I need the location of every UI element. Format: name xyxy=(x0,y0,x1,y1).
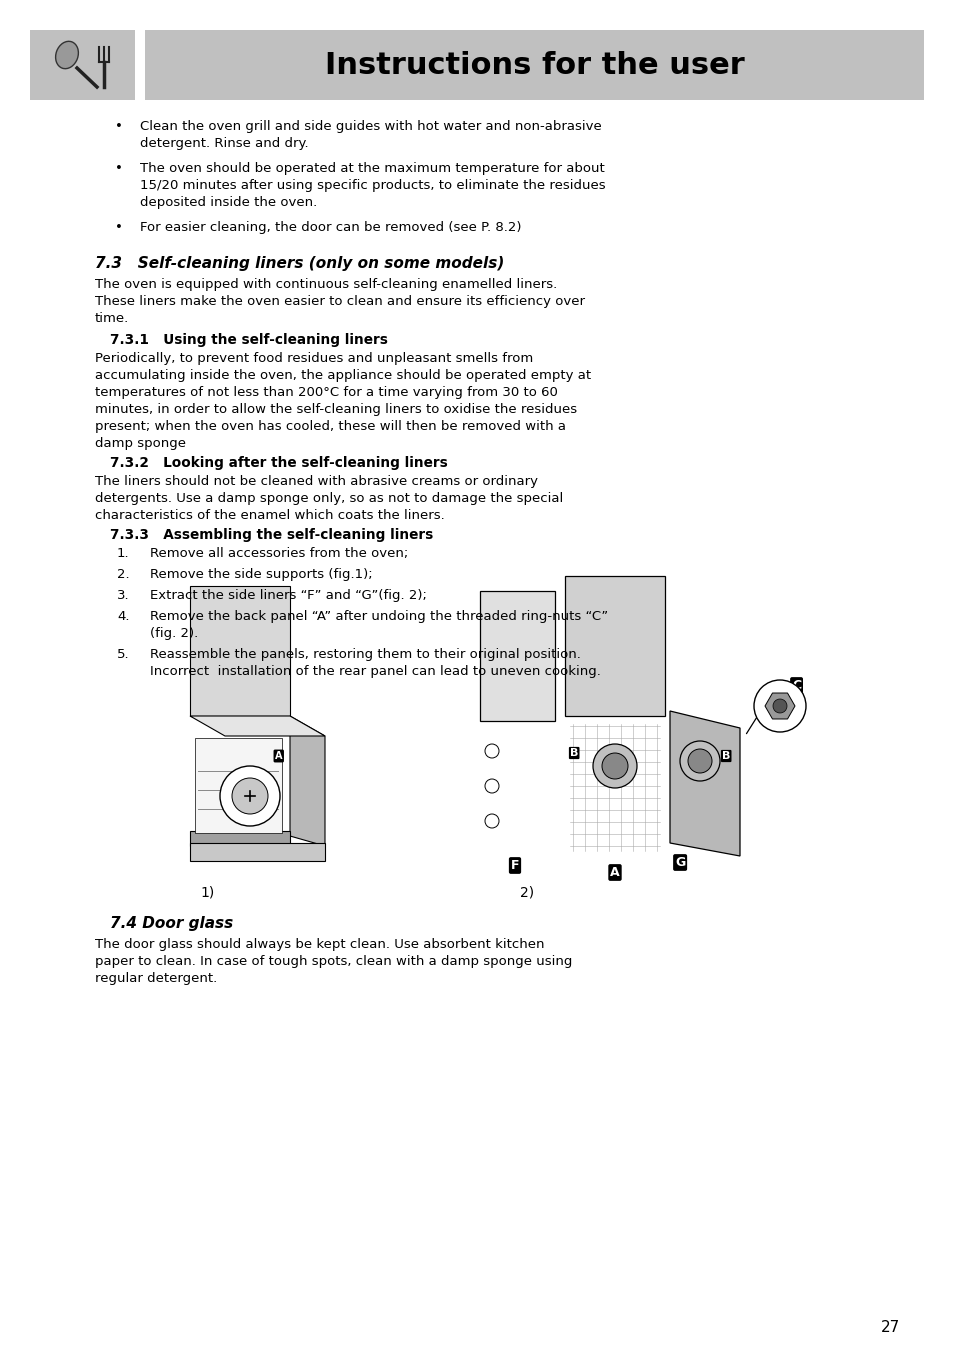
Text: time.: time. xyxy=(95,312,129,324)
Text: F: F xyxy=(510,859,518,872)
Text: A: A xyxy=(274,750,282,761)
Text: The oven is equipped with continuous self-cleaning enamelled liners.: The oven is equipped with continuous sel… xyxy=(95,279,557,291)
Text: For easier cleaning, the door can be removed (see P. 8.2): For easier cleaning, the door can be rem… xyxy=(140,220,521,234)
Text: regular detergent.: regular detergent. xyxy=(95,972,217,986)
Polygon shape xyxy=(190,717,325,735)
Text: characteristics of the enamel which coats the liners.: characteristics of the enamel which coat… xyxy=(95,508,444,522)
Text: G: G xyxy=(675,856,684,869)
Circle shape xyxy=(601,753,627,779)
Text: 1): 1) xyxy=(200,886,214,900)
Bar xyxy=(190,844,325,861)
Circle shape xyxy=(593,744,637,788)
Text: The liners should not be cleaned with abrasive creams or ordinary: The liners should not be cleaned with ab… xyxy=(95,475,537,488)
Text: G: G xyxy=(675,856,684,869)
Text: A: A xyxy=(610,867,619,879)
Text: temperatures of not less than 200°C for a time varying from 30 to 60: temperatures of not less than 200°C for … xyxy=(95,387,558,399)
Text: accumulating inside the oven, the appliance should be operated empty at: accumulating inside the oven, the applia… xyxy=(95,369,591,383)
Text: The oven should be operated at the maximum temperature for about: The oven should be operated at the maxim… xyxy=(140,162,604,174)
Text: 7.3   Self-cleaning liners (only on some models): 7.3 Self-cleaning liners (only on some m… xyxy=(95,256,504,270)
Bar xyxy=(479,591,555,721)
Polygon shape xyxy=(290,717,325,846)
Polygon shape xyxy=(669,711,740,856)
Circle shape xyxy=(232,777,268,814)
Text: •: • xyxy=(115,220,123,234)
Text: present; when the oven has cooled, these will then be removed with a: present; when the oven has cooled, these… xyxy=(95,420,565,433)
Bar xyxy=(190,831,290,846)
Text: F: F xyxy=(510,859,518,872)
Text: 27: 27 xyxy=(880,1320,899,1334)
Text: Reassemble the panels, restoring them to their original position.: Reassemble the panels, restoring them to… xyxy=(150,648,580,661)
Text: B: B xyxy=(569,748,578,758)
Text: Instructions for the user: Instructions for the user xyxy=(324,50,743,80)
Text: •: • xyxy=(115,120,123,132)
Text: minutes, in order to allow the self-cleaning liners to oxidise the residues: minutes, in order to allow the self-clea… xyxy=(95,403,577,416)
Bar xyxy=(564,576,664,717)
Text: 1.: 1. xyxy=(117,548,130,560)
Text: 7.3.1   Using the self-cleaning liners: 7.3.1 Using the self-cleaning liners xyxy=(110,333,388,347)
Text: damp sponge: damp sponge xyxy=(95,437,186,450)
Text: Clean the oven grill and side guides with hot water and non-abrasive: Clean the oven grill and side guides wit… xyxy=(140,120,601,132)
Text: •: • xyxy=(115,162,123,174)
Circle shape xyxy=(484,779,498,794)
Text: Incorrect  installation of the rear panel can lead to uneven cooking.: Incorrect installation of the rear panel… xyxy=(150,665,600,677)
Circle shape xyxy=(753,680,805,731)
Circle shape xyxy=(772,699,786,713)
Text: 7.4 Door glass: 7.4 Door glass xyxy=(110,917,233,932)
Text: The door glass should always be kept clean. Use absorbent kitchen: The door glass should always be kept cle… xyxy=(95,938,544,950)
Text: C: C xyxy=(791,679,801,692)
Text: B: B xyxy=(721,750,730,761)
Text: A: A xyxy=(610,867,619,879)
Text: 5.: 5. xyxy=(117,648,130,661)
Polygon shape xyxy=(194,738,282,833)
Polygon shape xyxy=(764,694,794,719)
Text: Extract the side liners “F” and “G”(fig. 2);: Extract the side liners “F” and “G”(fig.… xyxy=(150,589,426,602)
Circle shape xyxy=(220,767,280,826)
Text: Remove all accessories from the oven;: Remove all accessories from the oven; xyxy=(150,548,408,560)
Text: Remove the side supports (fig.1);: Remove the side supports (fig.1); xyxy=(150,568,373,581)
Circle shape xyxy=(687,749,711,773)
Text: Periodically, to prevent food residues and unpleasant smells from: Periodically, to prevent food residues a… xyxy=(95,352,533,365)
Text: detergent. Rinse and dry.: detergent. Rinse and dry. xyxy=(140,137,309,150)
Circle shape xyxy=(484,744,498,758)
Text: These liners make the oven easier to clean and ensure its efficiency over: These liners make the oven easier to cle… xyxy=(95,295,584,308)
Text: A: A xyxy=(274,750,282,761)
Bar xyxy=(145,30,923,100)
Bar xyxy=(190,585,290,717)
Text: paper to clean. In case of tough spots, clean with a damp sponge using: paper to clean. In case of tough spots, … xyxy=(95,955,572,968)
Circle shape xyxy=(679,741,720,781)
Text: 15/20 minutes after using specific products, to eliminate the residues: 15/20 minutes after using specific produ… xyxy=(140,178,605,192)
Text: 4.: 4. xyxy=(117,610,130,623)
Text: (fig. 2).: (fig. 2). xyxy=(150,627,198,639)
Text: 7.3.3   Assembling the self-cleaning liners: 7.3.3 Assembling the self-cleaning liner… xyxy=(110,529,433,542)
Text: 3.: 3. xyxy=(117,589,130,602)
Text: Remove the back panel “A” after undoing the threaded ring-nuts “C”: Remove the back panel “A” after undoing … xyxy=(150,610,608,623)
Text: 2): 2) xyxy=(519,886,534,900)
Text: 7.3.2   Looking after the self-cleaning liners: 7.3.2 Looking after the self-cleaning li… xyxy=(110,456,447,470)
Circle shape xyxy=(484,814,498,827)
Ellipse shape xyxy=(55,42,78,69)
Text: 2.: 2. xyxy=(117,568,130,581)
Text: deposited inside the oven.: deposited inside the oven. xyxy=(140,196,317,210)
Text: detergents. Use a damp sponge only, so as not to damage the special: detergents. Use a damp sponge only, so a… xyxy=(95,492,562,506)
Bar xyxy=(30,30,135,100)
